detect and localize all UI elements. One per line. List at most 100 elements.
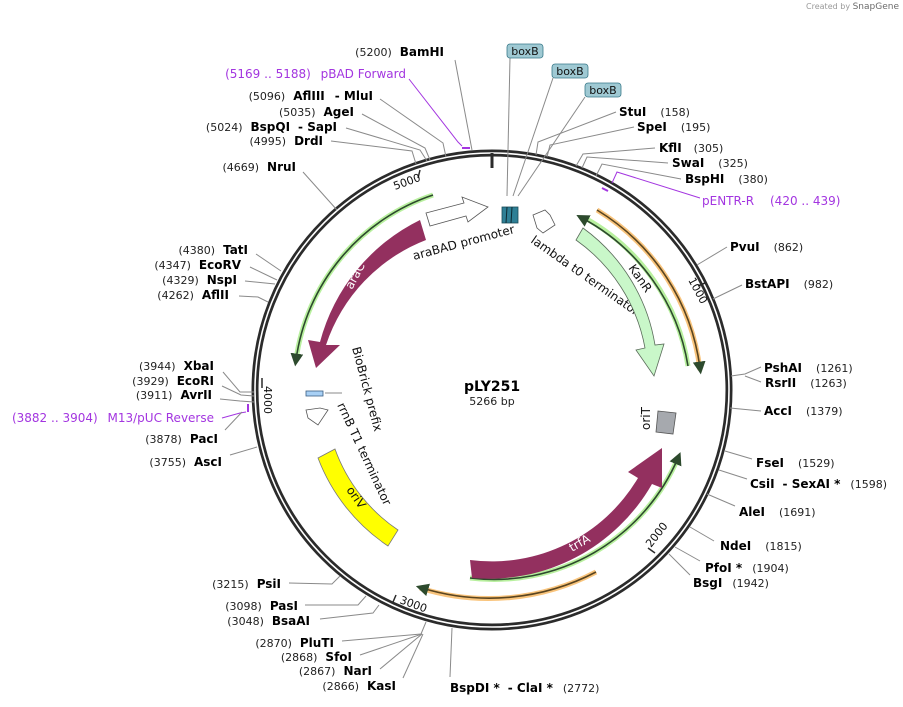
site-AflIII-MluI[interactable]: (5096) AflIII - MluI xyxy=(249,89,447,158)
site-AvrII[interactable]: (3911) AvrII xyxy=(136,388,255,403)
feature-araC[interactable]: araC xyxy=(308,220,426,368)
direction-arrows xyxy=(290,192,706,602)
credit-prefix: Created by xyxy=(806,2,851,11)
feature-oriV[interactable]: oriV xyxy=(317,448,399,547)
site-NspI[interactable]: (4329) NspI xyxy=(162,273,276,287)
svg-text:(3911)AvrII: (3911) AvrII xyxy=(136,388,212,402)
feature-oriT[interactable]: oriT xyxy=(639,406,677,435)
svg-text:SwaI(325): SwaI (325) xyxy=(672,156,748,170)
site-PfoI[interactable]: PfoI * (1904) xyxy=(674,546,789,575)
site-EcoRI[interactable]: (3929) EcoRI xyxy=(132,374,255,397)
svg-text:(3929)EcoRI: (3929) EcoRI xyxy=(132,374,214,388)
site-AccI[interactable]: AccI (1379) xyxy=(729,404,843,418)
site-FseI[interactable]: FseI (1529) xyxy=(724,450,835,470)
site-StuI[interactable]: StuI (158) xyxy=(535,105,690,156)
svg-text:(420 .. 439): (420 .. 439) xyxy=(770,194,840,208)
svg-text:FseI(1529): FseI (1529) xyxy=(756,456,835,470)
svg-text:(5169 .. 5188) pBAD Forw: (5169 .. 5188) pBAD Forward xyxy=(225,67,406,81)
svg-text:NdeI(1815): NdeI (1815) xyxy=(720,539,802,553)
svg-text:KflI(305): KflI (305) xyxy=(659,141,723,155)
site-BstAPI[interactable]: BstAPI (982) xyxy=(712,277,833,300)
svg-text:(2867)NarI: (2867) NarI xyxy=(299,664,372,678)
araBAD-label: araBAD promoter xyxy=(411,222,516,263)
svg-text:BspHI(380): BspHI (380) xyxy=(685,172,768,186)
site-PvuI[interactable]: PvuI (862) xyxy=(696,240,803,266)
site-BspHI[interactable]: BspHI (380) xyxy=(595,163,768,186)
feature-araBAD-promoter[interactable]: araBAD promoter xyxy=(411,196,516,263)
site-TatI[interactable]: (4380) TatI xyxy=(178,243,282,272)
plasmid-length: 5266 bp xyxy=(469,395,514,408)
svg-text:(4347)EcoRV: (4347) EcoRV xyxy=(154,258,241,272)
restriction-sites-left: (5200) BamHI (5096) AflIII - MluI (5035) Age… xyxy=(132,45,473,693)
svg-text:(3098)PasI: (3098) PasI xyxy=(225,599,298,613)
site-BsaAI[interactable]: (3048) BsaAI xyxy=(227,604,380,628)
site-CsiI-SexAI[interactable]: CsiI - SexAI * (1598) xyxy=(718,469,887,491)
backbone xyxy=(251,149,733,631)
plasmid-name: pLY251 xyxy=(464,379,520,395)
site-AleI[interactable]: AleI (1691) xyxy=(706,493,816,519)
svg-text:(4329)NspI: (4329) NspI xyxy=(162,273,237,287)
site-SwaI[interactable]: SwaI (325) xyxy=(581,156,748,170)
site-BsgI[interactable]: BsgI (1942) xyxy=(668,553,769,590)
site-AflII[interactable]: (4262) AflII xyxy=(157,288,269,303)
svg-text:PvuI(862): PvuI (862) xyxy=(730,240,803,254)
svg-text:boxB: boxB xyxy=(589,84,616,97)
feature-lambda-t0-terminator[interactable]: lambda t0 terminator xyxy=(528,209,642,318)
svg-text:boxB: boxB xyxy=(556,65,583,78)
svg-text:AccI(1379): AccI (1379) xyxy=(764,404,843,418)
svg-text:(4380)TatI: (4380) TatI xyxy=(178,243,248,257)
site-NruI[interactable]: (4669) NruI xyxy=(222,160,338,211)
site-BspDI-ClaI[interactable]: BspDI * - ClaI * (2772) xyxy=(449,627,599,695)
site-RsrII[interactable]: RsrII (1263) xyxy=(744,375,847,390)
svg-text:BspDI *- ClaI *(2772): BspDI * - ClaI * (2772) xyxy=(450,681,599,695)
site-NarI[interactable]: (2867) NarI xyxy=(299,633,423,678)
site-DrdI[interactable]: (4995) DrdI xyxy=(249,134,417,165)
svg-text:(2866)KasI: (2866) KasI xyxy=(322,679,396,693)
svg-text:(4262)AflII: (4262) AflII xyxy=(157,288,229,302)
site-PasI[interactable]: (3098) PasI xyxy=(225,595,367,613)
boxB-label-1[interactable]: boxB xyxy=(506,43,544,59)
site-KflI[interactable]: KflI (305) xyxy=(575,141,723,167)
boxB-label-2[interactable]: boxB xyxy=(551,63,589,79)
site-PshAI[interactable]: PshAI (1261) xyxy=(730,361,853,377)
site-SfoI[interactable]: (2868) SfoI xyxy=(281,633,423,664)
primer-pBAD-Forward[interactable]: (5169 .. 5188) pBAD Forward xyxy=(225,67,470,149)
svg-text:(4669)NruI: (4669) NruI xyxy=(222,160,296,174)
svg-text:pENTR-R: pENTR-R xyxy=(702,194,754,208)
svg-text:(4995)DrdI: (4995) DrdI xyxy=(249,134,323,148)
svg-text:(3878)PacI: (3878) PacI xyxy=(145,432,218,446)
svg-text:(3215)PsiI: (3215) PsiI xyxy=(212,577,281,591)
svg-text:AleI(1691): AleI (1691) xyxy=(739,505,816,519)
svg-text:(3048)BsaAI: (3048) BsaAI xyxy=(227,614,310,628)
site-BamHI[interactable]: (5200) BamHI xyxy=(355,45,473,151)
site-KasI[interactable]: (2866) KasI xyxy=(322,633,424,693)
svg-text:StuI(158): StuI (158) xyxy=(619,105,690,119)
svg-text:PshAI(1261): PshAI (1261) xyxy=(764,361,853,375)
primer-pENTR-R[interactable]: pENTR-R (420 .. 439) xyxy=(601,171,840,208)
svg-text:PfoI *(1904): PfoI * (1904) xyxy=(705,561,789,575)
credit-brand: SnapGene xyxy=(852,2,899,12)
snapgene-credit: Created by SnapGene xyxy=(806,2,899,12)
site-BspQI-SapI[interactable]: (5024) BspQI - SapI xyxy=(206,120,428,162)
svg-text:BsgI(1942): BsgI (1942) xyxy=(693,576,769,590)
boxB-leads xyxy=(506,57,586,197)
svg-text:RsrII(1263): RsrII (1263) xyxy=(765,376,847,390)
site-AgeI[interactable]: (5035) AgeI xyxy=(279,105,431,161)
svg-text:(3882 .. 3904) M13/pUC R: (3882 .. 3904) M13/pUC Reverse xyxy=(12,411,214,425)
svg-text:(5200)BamHI: (5200) BamHI xyxy=(355,45,444,59)
feature-trfA[interactable]: trfA xyxy=(470,448,662,579)
boxB-label-3[interactable]: boxB xyxy=(584,82,622,98)
site-SpeI[interactable]: SpeI (195) xyxy=(546,120,710,158)
svg-text:BstAPI(982): BstAPI (982) xyxy=(745,277,833,291)
site-AscI[interactable]: (3755) AscI xyxy=(149,446,258,469)
site-PacI[interactable]: (3878) PacI xyxy=(145,411,243,446)
feature-boxB-cluster[interactable] xyxy=(501,206,519,224)
svg-text:CsiI- SexAI *(1598): CsiI - SexAI * (1598) xyxy=(750,477,887,491)
primer-M13-pUC-Reverse[interactable]: (3882 .. 3904) M13/pUC Reverse xyxy=(12,404,249,425)
site-PsiI[interactable]: (3215) PsiI xyxy=(212,575,341,591)
site-NdeI[interactable]: NdeI (1815) xyxy=(689,526,802,553)
site-XbaI[interactable]: (3944) XbaI xyxy=(139,359,254,393)
svg-text:(5096)AflIII- MluI: (5096) AflIII - MluI xyxy=(249,89,373,103)
site-EcoRV[interactable]: (4347) EcoRV xyxy=(154,258,278,281)
